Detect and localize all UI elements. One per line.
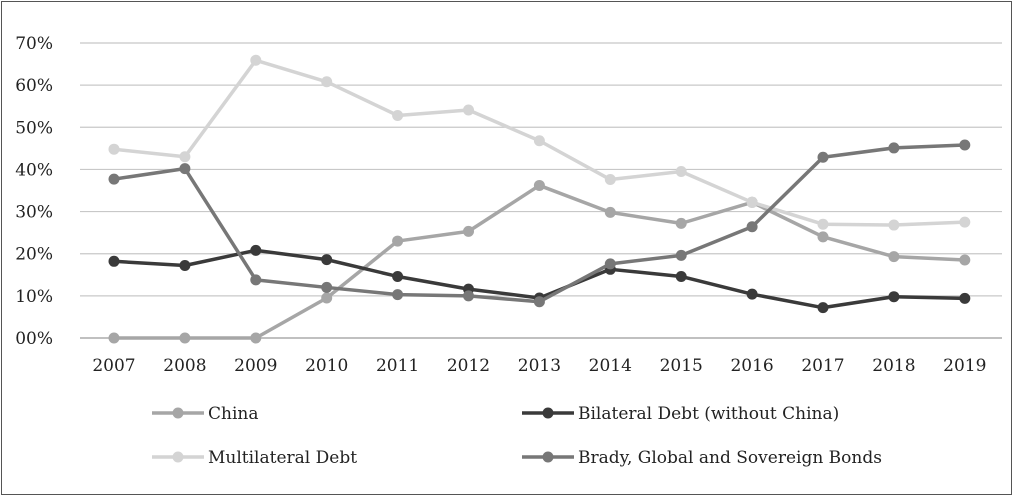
x-tick-label: 2016: [730, 356, 773, 376]
data-point: [604, 206, 616, 218]
data-point: [604, 258, 616, 270]
legend-label: Brady, Global and Sovereign Bonds: [578, 448, 882, 468]
data-point: [179, 163, 191, 175]
data-point: [463, 225, 474, 237]
x-tick-label: 2015: [660, 356, 703, 376]
series-0: [108, 179, 971, 344]
y-tick-label: 00%: [15, 329, 53, 349]
data-point: [746, 196, 758, 208]
data-point: [392, 235, 404, 247]
y-tick-label: 10%: [15, 287, 53, 307]
data-point: [321, 76, 333, 88]
data-point: [179, 151, 191, 163]
data-point: [108, 173, 120, 185]
legend-label: China: [208, 404, 258, 424]
y-tick-label: 70%: [15, 34, 53, 54]
y-axis-ticks: 00% 10% 20% 30% 40% 50% 60% 70%: [15, 34, 53, 349]
data-point: [250, 244, 262, 256]
data-point: [108, 143, 120, 155]
data-point: [675, 249, 687, 261]
x-tick-label: 2010: [305, 356, 348, 376]
y-tick-label: 50%: [15, 118, 53, 138]
data-point: [817, 218, 829, 230]
data-point: [179, 260, 191, 272]
data-point: [179, 332, 191, 344]
series-2: [108, 54, 971, 231]
legend-swatch-marker: [542, 407, 554, 419]
legend-swatch-marker: [542, 451, 554, 463]
data-point: [321, 254, 333, 266]
data-point: [959, 292, 971, 304]
x-tick-label: 2008: [163, 356, 206, 376]
legend-item: Multilateral Debt: [152, 448, 357, 468]
data-point: [250, 332, 262, 344]
legend-label: Multilateral Debt: [208, 448, 357, 468]
x-tick-label: 2014: [589, 356, 632, 376]
data-point: [888, 142, 900, 154]
data-point: [321, 292, 333, 304]
y-tick-label: 60%: [15, 76, 53, 96]
x-tick-label: 2007: [92, 356, 135, 376]
y-tick-label: 20%: [15, 245, 53, 265]
x-tick-label: 2019: [943, 356, 986, 376]
legend: China Bilateral Debt (without China) Multi…: [152, 404, 882, 468]
y-tick-label: 40%: [15, 160, 53, 180]
data-point: [463, 290, 474, 302]
legend-label: Bilateral Debt (without China): [578, 404, 839, 424]
data-point: [959, 139, 971, 151]
data-point: [108, 255, 120, 267]
x-tick-label: 2011: [376, 356, 419, 376]
series-3: [108, 139, 971, 308]
data-point: [250, 54, 262, 66]
x-tick-label: 2018: [872, 356, 915, 376]
legend-item: Bilateral Debt (without China): [522, 404, 839, 424]
y-tick-label: 30%: [15, 203, 53, 223]
data-point: [392, 289, 404, 301]
data-point: [959, 216, 971, 228]
data-point: [533, 296, 545, 308]
data-point: [746, 288, 758, 300]
series-lines: [108, 54, 971, 344]
data-point: [321, 281, 333, 293]
data-point: [959, 254, 971, 266]
data-point: [533, 179, 545, 191]
data-point: [463, 104, 474, 116]
x-tick-label: 2012: [447, 356, 490, 376]
data-point: [888, 219, 900, 231]
data-point: [392, 270, 404, 282]
data-point: [817, 151, 829, 163]
data-point: [108, 332, 120, 344]
data-point: [746, 221, 758, 233]
x-tick-label: 2017: [801, 356, 844, 376]
x-tick-label: 2013: [518, 356, 561, 376]
data-point: [604, 174, 616, 186]
data-point: [250, 274, 262, 286]
data-point: [888, 251, 900, 263]
data-point: [817, 231, 829, 243]
data-point: [675, 270, 687, 282]
x-axis-ticks: 2007 2008 2009 2010 2011 2012 2013 2014 2015 2016…: [92, 356, 986, 376]
data-point: [675, 166, 687, 178]
series-line: [114, 183, 965, 340]
data-point: [675, 217, 687, 229]
legend-item: Brady, Global and Sovereign Bonds: [522, 448, 882, 468]
data-point: [533, 135, 545, 147]
data-point: [888, 291, 900, 303]
legend-swatch-marker: [172, 407, 184, 419]
legend-swatch-marker: [172, 451, 184, 463]
data-point: [817, 302, 829, 314]
data-point: [392, 109, 404, 121]
legend-item: China: [152, 404, 258, 424]
x-tick-label: 2009: [234, 356, 277, 376]
